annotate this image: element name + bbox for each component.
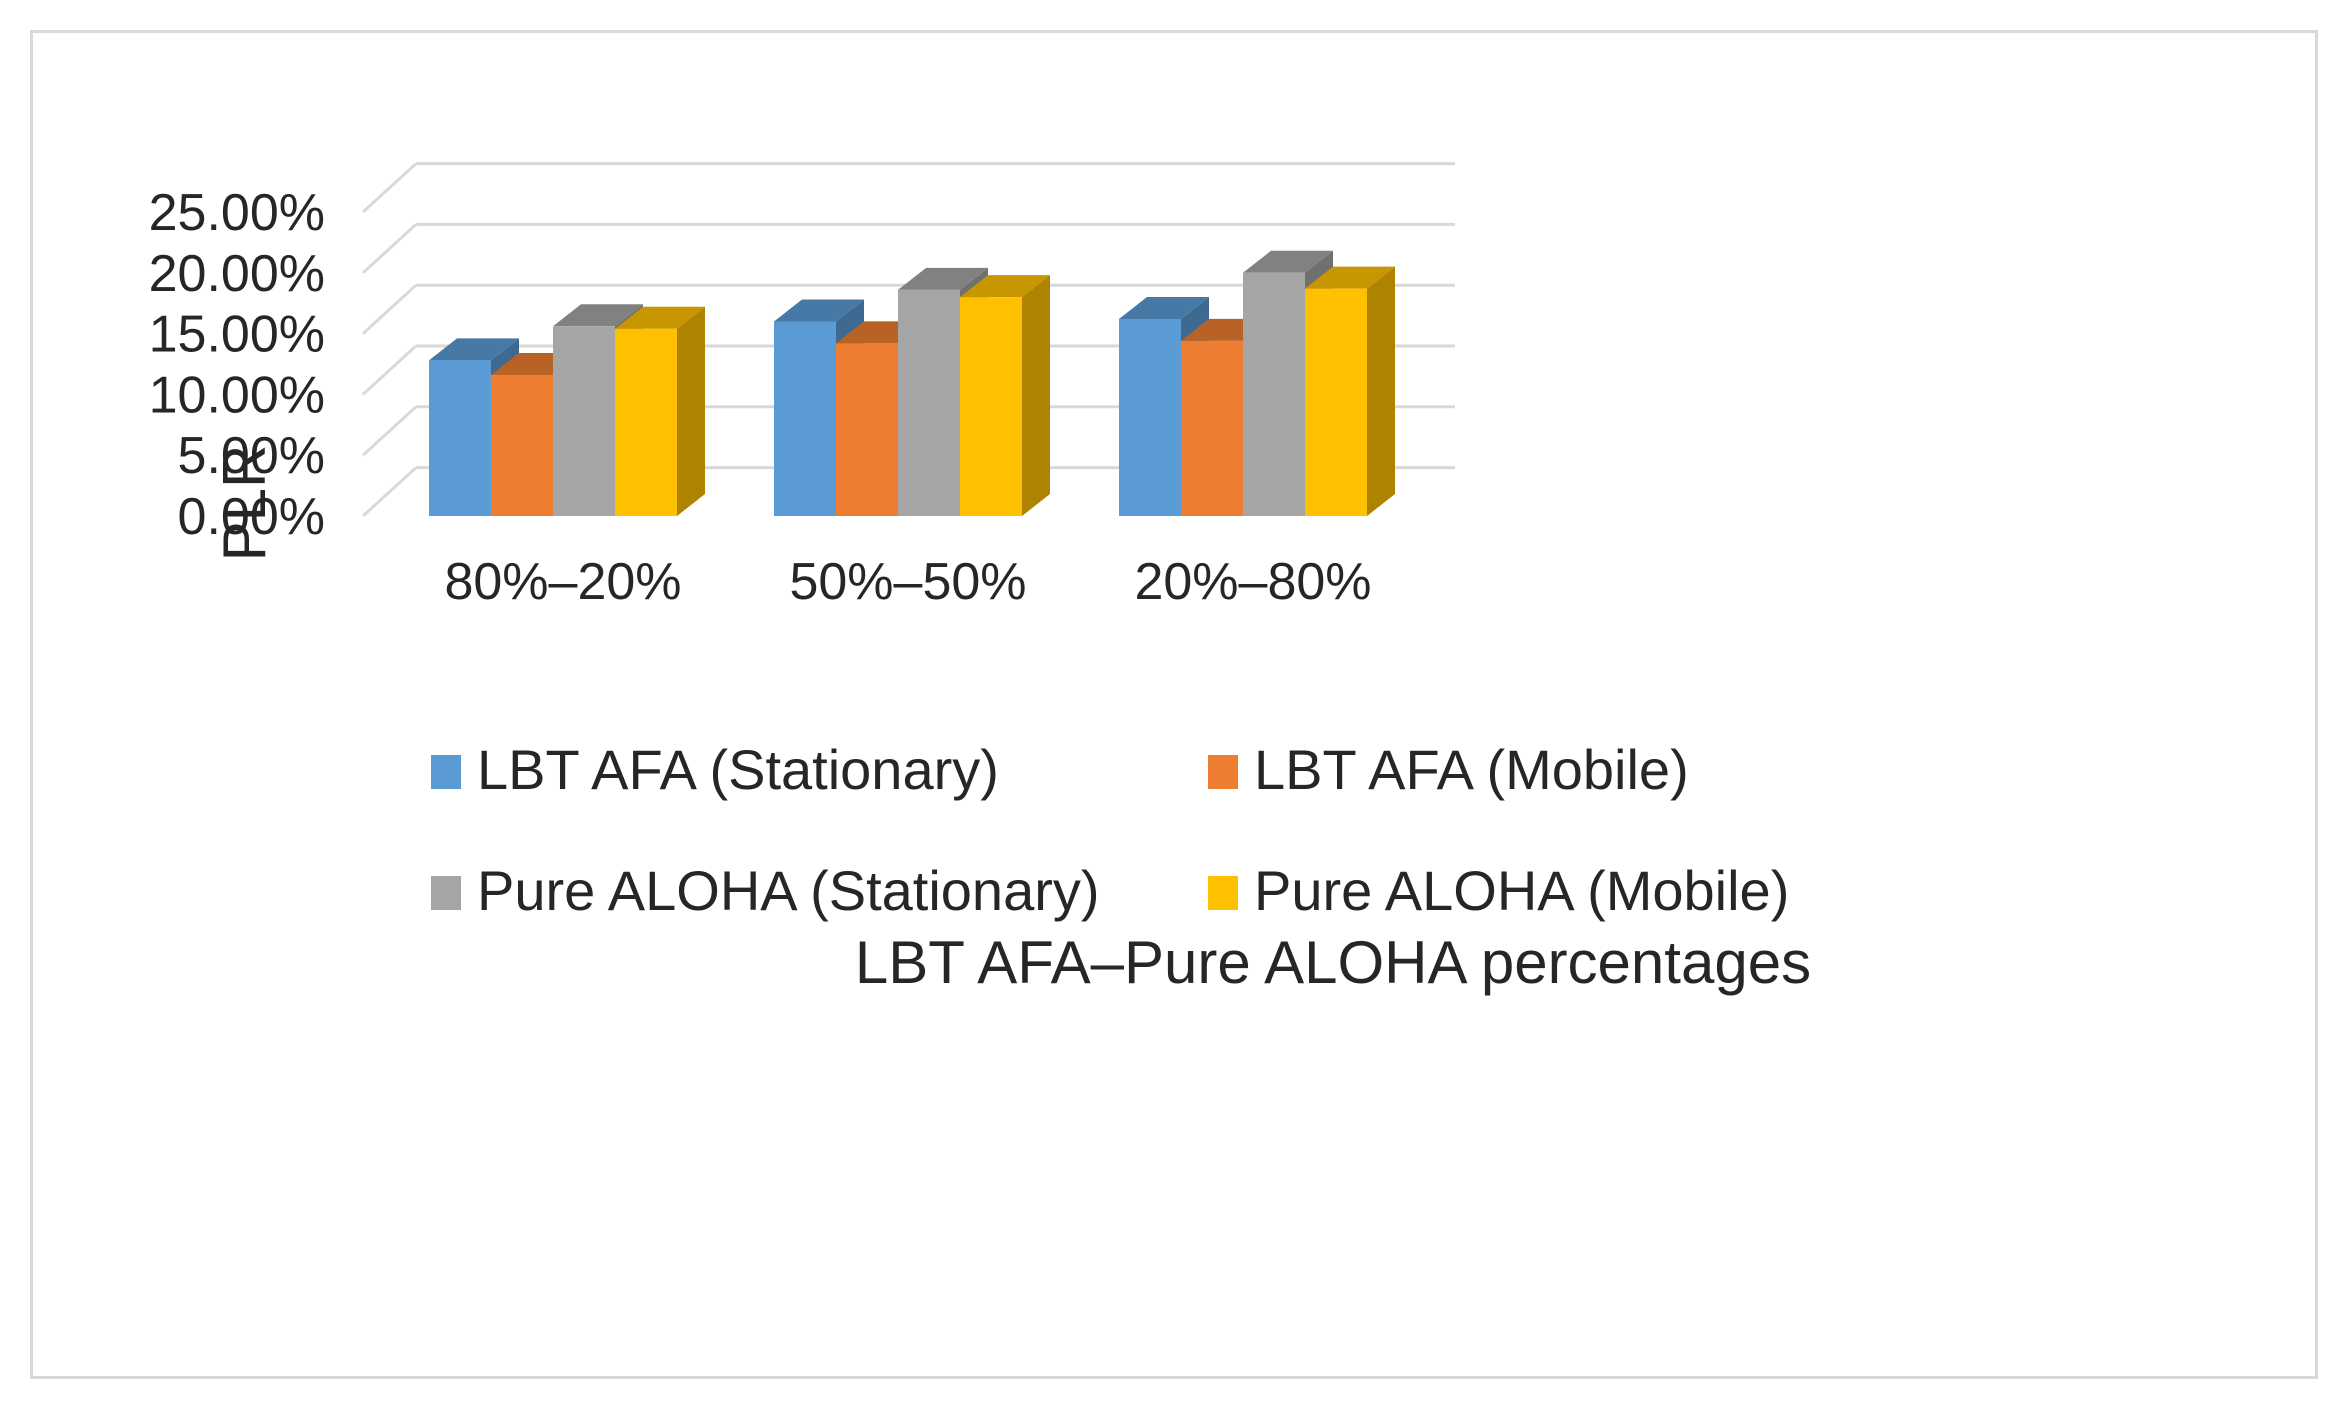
- legend-label: Pure ALOHA (Mobile): [1254, 859, 1789, 922]
- gridline-diagonal: [361, 162, 418, 214]
- y-tick-label: 5.00%: [178, 427, 325, 485]
- bar-front: [774, 321, 836, 516]
- y-tick-label: 20.00%: [149, 245, 325, 303]
- bar-top: [1119, 297, 1209, 320]
- bar: [1305, 266, 1395, 516]
- bar-front: [491, 374, 553, 516]
- x-category-label: 50%–50%: [789, 553, 1026, 611]
- chart-frame: 0.00% 5.00% 10.00% 15.00% 20.00% 25.00% 80%–2…: [30, 30, 2318, 1379]
- legend-entry: Pure ALOHA (Stationary): [431, 859, 1100, 922]
- bar-front: [553, 326, 615, 516]
- y-tick-label: 25.00%: [149, 184, 325, 242]
- legend: LBT AFA (Stationary) LBT AFA (Mobile) Pure…: [431, 738, 1789, 922]
- x-axis-title: LBT AFA–Pure ALOHA percentages: [855, 929, 1811, 996]
- plr-bar-chart: 0.00%5.00%10.00%15.00%20.00%25.00% 80%–2…: [149, 162, 1811, 996]
- bar-front: [1181, 340, 1243, 516]
- y-axis-title: PLR: [211, 445, 278, 562]
- bars: [429, 250, 1395, 517]
- legend-label: LBT AFA (Mobile): [1254, 738, 1689, 801]
- bar-top: [553, 304, 643, 327]
- gridline-diagonal: [361, 284, 418, 335]
- gridline-diagonal: [361, 344, 418, 396]
- bar-top: [898, 267, 988, 290]
- bar-front: [1119, 319, 1181, 516]
- bar-front: [836, 343, 898, 516]
- bar: [960, 275, 1050, 516]
- bar-top: [960, 275, 1050, 298]
- legend-entry: LBT AFA (Mobile): [1208, 738, 1689, 801]
- bar-top: [429, 338, 519, 361]
- bar-top: [615, 306, 705, 329]
- x-category-label: 20%–80%: [1134, 553, 1371, 611]
- gridline-diagonal: [361, 466, 418, 518]
- bar-top: [1305, 266, 1395, 289]
- legend-swatch: [1208, 876, 1238, 910]
- x-axis-categories: 80%–20% 50%–50% 20%–80%: [444, 553, 1371, 611]
- y-tick-label: 0.00%: [178, 488, 325, 546]
- gridline-diagonal: [361, 223, 418, 274]
- gridline-diagonal: [361, 405, 418, 457]
- legend-swatch: [1208, 755, 1238, 789]
- legend-label: Pure ALOHA (Stationary): [477, 859, 1100, 922]
- legend-entry: LBT AFA (Stationary): [431, 738, 999, 801]
- bar-top: [774, 299, 864, 322]
- bar-top: [1243, 250, 1333, 273]
- x-category-label: 80%–20%: [444, 553, 681, 611]
- bar-side: [1367, 266, 1395, 516]
- bar-front: [1305, 288, 1367, 516]
- y-tick-label: 10.00%: [149, 366, 325, 424]
- bar-front: [615, 328, 677, 516]
- legend-swatch: [431, 755, 461, 789]
- bar-side: [1022, 275, 1050, 516]
- bar-front: [1243, 272, 1305, 516]
- legend-entry: Pure ALOHA (Mobile): [1208, 859, 1789, 922]
- bar: [615, 306, 705, 516]
- legend-swatch: [431, 876, 461, 910]
- y-tick-label: 15.00%: [149, 306, 325, 364]
- legend-label: LBT AFA (Stationary): [477, 738, 999, 801]
- bar-front: [429, 360, 491, 516]
- bar-front: [898, 289, 960, 516]
- bar-side: [677, 306, 705, 516]
- bar-front: [960, 297, 1022, 516]
- y-axis-ticks: 0.00%5.00%10.00%15.00%20.00%25.00%: [149, 184, 325, 546]
